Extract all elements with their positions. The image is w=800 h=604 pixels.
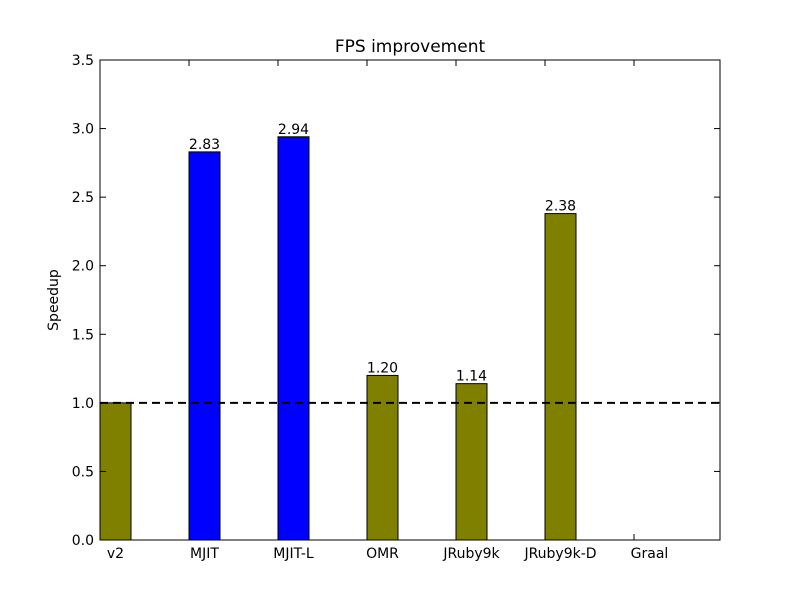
data-label-mjit-l: 2.94 xyxy=(278,122,309,138)
y-tick-label: 0.5 xyxy=(72,464,94,480)
y-tick-label: 2.0 xyxy=(72,259,94,275)
y-axis-label: Speedup xyxy=(46,269,62,331)
x-tick-label-graal: Graal xyxy=(631,546,669,562)
y-tick-label: 2.5 xyxy=(72,190,94,206)
y-tick-label: 3.0 xyxy=(72,122,94,138)
x-tick-label-mjit: MJIT xyxy=(190,546,219,562)
bar-jruby9k xyxy=(455,383,488,541)
bar-mjit xyxy=(188,151,221,541)
x-tick-label-mjit-l: MJIT-L xyxy=(273,546,314,562)
x-tick-label-jruby9k-d: JRuby9k-D xyxy=(523,546,596,562)
bar-mjit-l xyxy=(277,136,310,541)
y-tick-label: 1.5 xyxy=(72,327,94,343)
data-label-jruby9k: 1.14 xyxy=(456,369,487,385)
plot-area: v2 2.83 MJIT 2.94 MJIT-L 1.20 OMR 1.14 JRuby9k 2.… xyxy=(72,53,721,562)
x-tick-label-omr: OMR xyxy=(366,546,399,562)
plot-frame xyxy=(99,59,721,541)
x-tick-label-v2: v2 xyxy=(107,546,124,562)
y-tick-label: 3.5 xyxy=(72,53,94,69)
data-label-mjit: 2.83 xyxy=(189,137,220,153)
bar-omr xyxy=(366,374,399,541)
data-label-omr: 1.20 xyxy=(367,360,398,376)
y-tick-label: 0.0 xyxy=(72,533,94,549)
bar-jruby9k-d xyxy=(544,213,577,541)
chart-title: FPS improvement xyxy=(335,37,486,57)
data-label-jruby9k-d: 2.38 xyxy=(545,199,576,215)
x-tick-label-jruby9k: JRuby9k xyxy=(442,546,500,562)
y-tick-label: 1.0 xyxy=(72,396,94,412)
